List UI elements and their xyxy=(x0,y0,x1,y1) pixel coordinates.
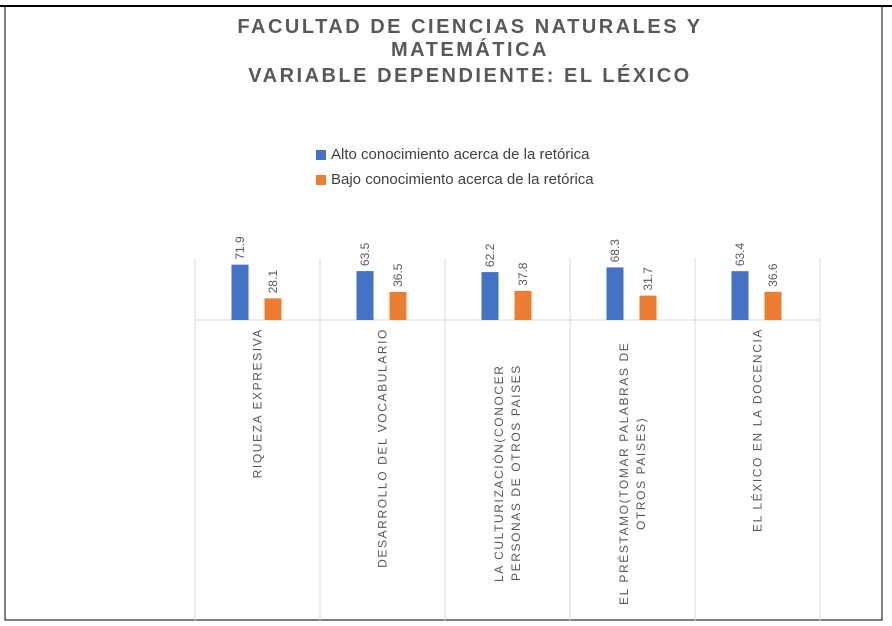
value-label: 36.5 xyxy=(391,263,405,287)
legend-swatch xyxy=(316,149,326,160)
chart-subtitle: VARIABLE DEPENDIENTE: EL LÉXICO xyxy=(248,65,692,87)
bar xyxy=(514,290,532,320)
value-label: 62.2 xyxy=(483,243,497,267)
bar xyxy=(231,264,249,320)
legend-item: Bajo conocimiento acerca de la retórica xyxy=(316,171,594,188)
legend-swatch xyxy=(316,174,326,185)
x-tick-label: DESARROLLO DEL VOCABULARIO xyxy=(375,328,389,568)
x-tick-label: EL LÉXICO EN LA DOCENCIA xyxy=(750,328,764,533)
value-label: 28.1 xyxy=(266,270,280,294)
value-label: 36.6 xyxy=(766,263,780,287)
legend-item: Alto conocimiento acerca de la retórica xyxy=(316,146,589,163)
chart-title: FACULTAD DE CIENCIAS NATURALES Y MATEMÁT… xyxy=(237,16,703,61)
value-label: 63.4 xyxy=(733,243,747,267)
legend-label: Alto conocimiento acerca de la retórica xyxy=(331,146,590,163)
value-label: 31.7 xyxy=(641,267,655,291)
bar xyxy=(764,291,782,320)
bar xyxy=(264,298,282,320)
x-tick-label: EL PRÉSTAMO(TOMAR PALABRAS DE OTROS PAIS… xyxy=(616,341,648,605)
bar xyxy=(389,291,407,320)
value-label: 63.5 xyxy=(358,242,372,266)
value-label: 37.8 xyxy=(516,262,530,286)
value-label: 71.9 xyxy=(233,236,247,260)
bar xyxy=(356,271,374,320)
bar xyxy=(606,267,624,320)
x-tick-label: RIQUEZA EXPRESIVA xyxy=(250,328,264,479)
bar xyxy=(639,295,657,320)
legend-label: Bajo conocimiento acerca de la retórica xyxy=(331,171,594,188)
bar xyxy=(481,272,499,320)
frame xyxy=(4,5,883,621)
x-tick-label: LA CULTURIZACIÓN(CONOCER PERSONAS DE OTR… xyxy=(491,364,523,582)
value-label: 68.3 xyxy=(608,239,622,263)
bar xyxy=(731,271,749,320)
